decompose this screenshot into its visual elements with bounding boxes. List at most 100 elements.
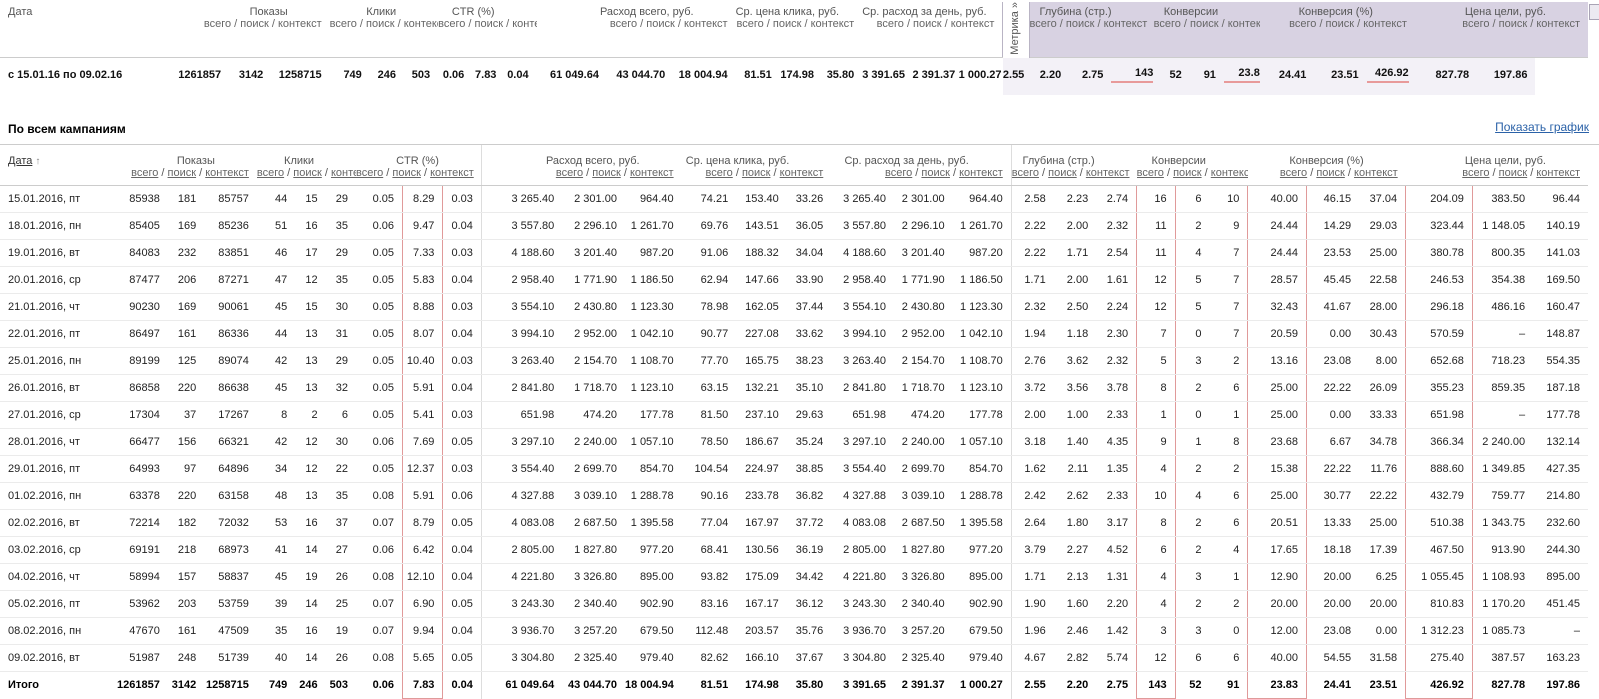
- subcol-link[interactable]: контекст: [205, 167, 249, 180]
- value-cell: 1 395.58: [624, 509, 682, 538]
- value-cell: 0.05: [355, 374, 403, 403]
- value-cell: 29: [325, 347, 356, 376]
- value-cell: 2 805.00: [480, 536, 563, 565]
- subcol-link[interactable]: поиск: [167, 167, 197, 180]
- value-cell: 4: [1136, 590, 1176, 619]
- value-cell: 175.09: [736, 563, 787, 592]
- subcol-link[interactable]: всего: [885, 167, 913, 180]
- value-cell: 29: [325, 185, 356, 214]
- subcol-link[interactable]: поиск: [1316, 167, 1345, 180]
- value-cell: 432.79: [1405, 482, 1473, 511]
- subcol-link[interactable]: контекст: [1210, 167, 1248, 180]
- subcol-link[interactable]: всего: [1279, 167, 1308, 180]
- value-cell: 30: [325, 428, 356, 457]
- value-cell: 1: [1209, 563, 1248, 592]
- value-cell: 2.55: [1010, 671, 1054, 699]
- value-cell: 64993: [109, 455, 168, 484]
- value-cell: 827.78: [1472, 671, 1534, 699]
- value-cell: 25: [325, 590, 356, 619]
- value-cell: 1.71: [1010, 266, 1054, 295]
- summary-date-header: Дата: [0, 2, 151, 59]
- value-cell: 246: [295, 671, 326, 699]
- value-cell: 58994: [109, 563, 168, 592]
- date-sort-link[interactable]: Дата: [8, 155, 33, 168]
- date-cell: 28.01.2016, чт: [0, 428, 110, 457]
- subcol-link[interactable]: контекст: [1536, 167, 1580, 180]
- subcol-link[interactable]: всего: [1462, 167, 1490, 180]
- value-cell: 2.64: [1010, 509, 1054, 538]
- value-cell: 1.90: [1010, 590, 1054, 619]
- subcol-link[interactable]: поиск: [293, 167, 322, 180]
- subcol-link[interactable]: поиск: [741, 167, 771, 180]
- subcol-link[interactable]: поиск: [592, 167, 621, 180]
- value-cell: 32: [325, 374, 356, 403]
- subcol-link[interactable]: поиск: [1048, 167, 1077, 180]
- value-cell: 0: [1175, 320, 1210, 349]
- value-cell: 1 288.78: [624, 482, 682, 511]
- value-cell: 2.76: [1010, 347, 1054, 376]
- value-cell: 3 297.10: [831, 428, 894, 457]
- value-cell: 0.04: [442, 536, 482, 565]
- summary-value-cell: 7.83: [475, 69, 497, 82]
- summary-value-cell: 61 049.64: [550, 69, 599, 82]
- value-cell: 0.03: [442, 347, 482, 376]
- value-cell: 20.00: [1247, 590, 1308, 619]
- subcol-link[interactable]: контекст: [959, 167, 1003, 180]
- subcol-link[interactable]: поиск: [1498, 167, 1528, 180]
- panel-expander-icon[interactable]: [1589, 4, 1599, 20]
- value-cell: 83.16: [681, 590, 737, 619]
- value-cell: 3.79: [1010, 536, 1054, 565]
- value-cell: 0.06: [355, 536, 403, 565]
- value-cell: 1: [1209, 401, 1248, 430]
- group-header: Цена цели, руб. всего / поиск / контекст: [1405, 145, 1588, 187]
- value-cell: 1 148.05: [1472, 212, 1534, 241]
- value-cell: 1: [1136, 401, 1176, 430]
- subcol-link[interactable]: всего: [131, 167, 159, 180]
- value-cell: 17304: [109, 401, 168, 430]
- date-cell: 26.01.2016, вт: [0, 374, 110, 403]
- value-cell: 32.43: [1247, 293, 1308, 322]
- value-cell: 1.71: [1053, 239, 1097, 268]
- date-cell: 25.01.2016, пн: [0, 347, 110, 376]
- value-cell: 1 186.50: [952, 266, 1012, 295]
- subcol-link[interactable]: всего: [355, 167, 384, 180]
- value-cell: 895.00: [952, 563, 1012, 592]
- subcol-link[interactable]: всего: [555, 167, 584, 180]
- value-cell: 72032: [204, 509, 257, 538]
- value-cell: 46: [256, 239, 296, 268]
- value-cell: 2: [1175, 455, 1210, 484]
- value-cell: 0.04: [442, 320, 482, 349]
- value-cell: 37: [167, 401, 205, 430]
- subcol-link[interactable]: контекст: [1085, 167, 1130, 180]
- subcol-link[interactable]: контекст: [629, 167, 674, 180]
- subcol-link[interactable]: всего: [705, 167, 733, 180]
- subcol-link[interactable]: всего: [256, 167, 285, 180]
- value-cell: 0.06: [355, 212, 403, 241]
- subcol-link[interactable]: всего: [1011, 167, 1039, 180]
- subcol-link[interactable]: всего: [1136, 167, 1164, 180]
- metric-divider-label[interactable]: Метрика »: [1009, 2, 1022, 55]
- show-chart-link[interactable]: Показать график: [1495, 120, 1589, 135]
- value-cell: 74.21: [681, 185, 737, 214]
- subcol-link[interactable]: контекст: [330, 167, 356, 180]
- value-cell: 3.56: [1053, 374, 1097, 403]
- value-cell: 25.00: [1247, 374, 1308, 403]
- subcol-link[interactable]: контекст: [1354, 167, 1398, 180]
- value-cell: 16: [1136, 185, 1176, 214]
- metric-divider[interactable]: Метрика »: [1002, 2, 1030, 58]
- value-cell: 366.34: [1405, 428, 1473, 457]
- value-cell: 977.20: [624, 536, 682, 565]
- value-cell: 13.33: [1306, 509, 1360, 538]
- value-cell: 2 154.70: [562, 347, 625, 376]
- value-cell: 169: [167, 293, 205, 322]
- subcol-link[interactable]: контекст: [430, 167, 474, 180]
- subcol-link[interactable]: поиск: [392, 167, 421, 180]
- value-cell: 46.15: [1306, 185, 1360, 214]
- subcol-link[interactable]: поиск: [1173, 167, 1202, 180]
- subcol-link[interactable]: контекст: [779, 167, 824, 180]
- value-cell: 161: [167, 320, 205, 349]
- subcol-link[interactable]: поиск: [921, 167, 950, 180]
- value-cell: 0.03: [442, 185, 482, 214]
- value-cell: 1.61: [1096, 266, 1137, 295]
- value-cell: 169: [167, 212, 205, 241]
